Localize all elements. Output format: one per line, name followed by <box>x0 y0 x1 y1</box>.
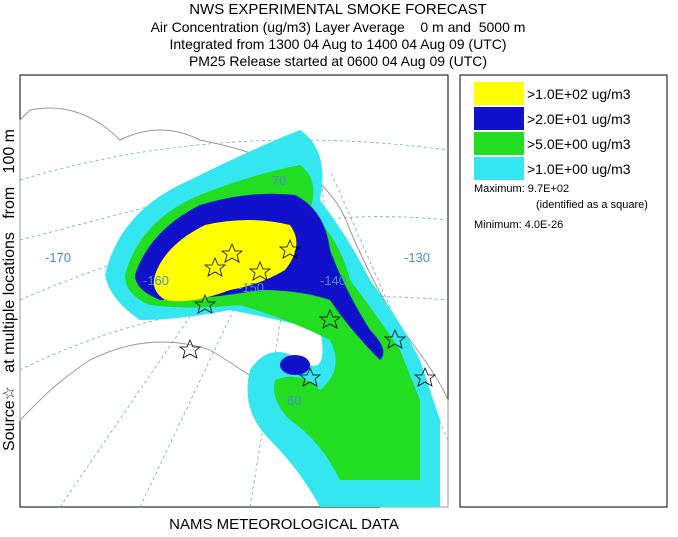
map-label: -170 <box>45 250 71 265</box>
legend-label: >1.0E+02 ug/m3 <box>527 86 631 102</box>
legend-swatch <box>474 157 524 180</box>
subtitle: Air Concentration (ug/m3) Layer Average … <box>151 19 526 35</box>
title: NWS EXPERIMENTAL SMOKE FORECAST <box>189 1 487 18</box>
map-label: 60 <box>287 393 301 408</box>
legend-label: >1.0E+00 ug/m3 <box>527 161 631 177</box>
subtitle: Integrated from 1300 04 Aug to 1400 04 A… <box>170 36 507 52</box>
source-label: Source☆ at multiple locations from 100 m <box>1 129 18 451</box>
legend: >1.0E+02 ug/m3 >2.0E+01 ug/m3 >5.0E+00 u… <box>459 74 668 508</box>
legend-swatch <box>474 132 524 155</box>
map-label: -130 <box>404 250 430 265</box>
legend-minimum: Minimum: 4.0E-26 <box>474 219 563 231</box>
legend-swatch <box>474 107 524 130</box>
map-label: -150 <box>238 280 264 295</box>
legend-note: (identified as a square) <box>536 199 648 211</box>
map: -170 -160 -150 -140 -130 70 60 <box>19 74 449 508</box>
legend-swatch <box>474 82 524 105</box>
map-label: 70 <box>272 173 286 188</box>
map-label: -140 <box>320 273 346 288</box>
legend-maximum: Maximum: 9.7E+02 <box>474 183 569 195</box>
legend-label: >5.0E+00 ug/m3 <box>527 136 631 152</box>
sources <box>178 238 437 387</box>
plume-spot <box>280 355 310 375</box>
subtitle: PM25 Release started at 0600 04 Aug 09 (… <box>189 53 487 69</box>
coastline <box>19 107 449 508</box>
map-label: -160 <box>143 273 169 288</box>
footer: NAMS METEOROLOGICAL DATA <box>169 516 399 532</box>
legend-label: >2.0E+01 ug/m3 <box>527 111 631 127</box>
